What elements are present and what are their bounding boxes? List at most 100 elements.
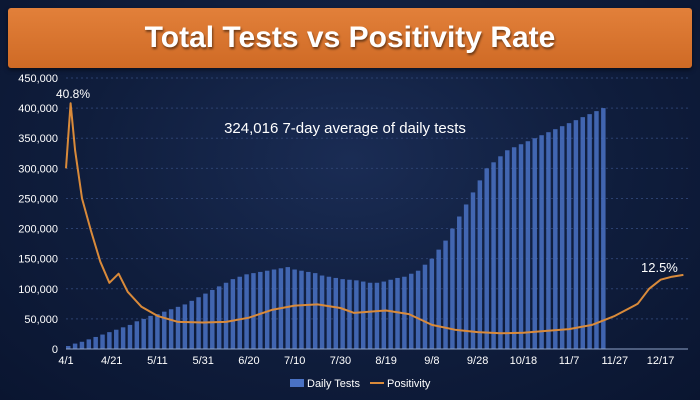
y-tick-label: 150,000: [18, 254, 58, 266]
bar-daily-tests: [237, 276, 242, 349]
end-value-label: 12.5%: [641, 260, 678, 275]
legend: Daily Tests Positivity: [290, 378, 431, 390]
bar-daily-tests: [340, 279, 345, 349]
bar-daily-tests: [155, 314, 160, 349]
bar-daily-tests: [546, 132, 551, 349]
bar-daily-tests: [223, 282, 229, 349]
bar-daily-tests: [347, 279, 352, 349]
bar-daily-tests: [477, 180, 483, 349]
x-tick-label: 7/10: [284, 355, 305, 367]
bar-daily-tests: [127, 324, 133, 349]
y-tick-label: 450,000: [18, 73, 58, 85]
legend-label-daily-tests: Daily Tests: [307, 378, 360, 390]
y-tick-label: 200,000: [18, 224, 58, 236]
bar-daily-tests: [525, 141, 531, 349]
bar-daily-tests: [230, 279, 236, 349]
x-tick-label: 8/19: [375, 355, 396, 367]
bar-daily-tests: [484, 168, 489, 349]
x-tick-label: 12/17: [647, 355, 675, 367]
bar-daily-tests: [203, 293, 208, 349]
bar-daily-tests: [360, 281, 366, 349]
y-tick-label: 100,000: [18, 284, 58, 296]
bar-daily-tests: [210, 289, 215, 349]
bar-daily-tests: [189, 300, 194, 349]
bar-daily-tests: [532, 138, 537, 349]
bar-daily-tests: [450, 228, 455, 349]
x-tick-label: 10/18: [510, 355, 538, 367]
positivity-line: [65, 102, 684, 335]
bar-daily-tests: [114, 329, 119, 349]
bar-daily-tests: [162, 311, 167, 349]
bar-daily-tests: [72, 343, 78, 349]
x-tick-label: 5/31: [192, 355, 213, 367]
x-tick-label: 9/8: [424, 355, 439, 367]
bar-daily-tests: [415, 270, 421, 349]
y-tick-label: 250,000: [18, 193, 58, 205]
bar-daily-tests: [374, 282, 380, 349]
bar-daily-tests: [436, 249, 441, 349]
bar-daily-tests: [306, 271, 311, 349]
bar-daily-tests: [470, 192, 476, 349]
bar-daily-tests: [518, 144, 524, 349]
bar-daily-tests: [244, 274, 249, 349]
bar-daily-tests: [134, 321, 140, 349]
bar-daily-tests: [381, 281, 387, 349]
legend-label-positivity: Positivity: [387, 378, 431, 390]
y-tick-label: 300,000: [18, 163, 58, 175]
bar-daily-tests: [285, 267, 290, 349]
bar-daily-tests: [79, 341, 85, 349]
bar-daily-tests: [573, 120, 579, 350]
bar-daily-tests: [312, 273, 318, 349]
bar-daily-tests: [66, 345, 71, 349]
bar-daily-tests: [175, 306, 181, 349]
bar-daily-tests: [258, 271, 263, 349]
bar-daily-tests: [463, 204, 469, 349]
x-tick-label: 9/28: [467, 355, 488, 367]
bar-daily-tests: [429, 258, 435, 349]
bar-daily-tests: [319, 275, 325, 349]
bar-daily-tests: [580, 117, 585, 350]
x-tick-label: 5/11: [147, 355, 168, 367]
bar-daily-tests: [491, 162, 496, 349]
bar-daily-tests: [292, 269, 297, 349]
bar-daily-tests: [86, 339, 92, 349]
bar-daily-tests: [539, 135, 544, 349]
bar-daily-tests: [505, 150, 510, 349]
title-banner: Total Tests vs Positivity Rate: [8, 8, 692, 68]
bar-daily-tests: [601, 108, 606, 349]
x-tick-label: 11/7: [559, 355, 580, 367]
bar-daily-tests: [457, 216, 462, 349]
average-annotation: 324,016 7-day average of daily tests: [224, 120, 466, 137]
x-tick-label: 11/27: [601, 355, 628, 367]
bar-daily-tests: [354, 280, 359, 349]
bar-daily-tests: [443, 240, 448, 349]
bar-daily-tests: [120, 327, 126, 349]
bar-daily-tests: [299, 270, 304, 349]
bar-daily-tests: [251, 273, 256, 349]
bar-daily-tests: [388, 279, 393, 349]
start-value-label: 40.8%: [56, 87, 90, 101]
bar-daily-tests: [333, 277, 339, 349]
bar-daily-tests: [93, 336, 98, 349]
bar-daily-tests: [168, 309, 174, 349]
bar-daily-tests: [107, 332, 112, 349]
bar-daily-tests: [594, 111, 599, 349]
bar-daily-tests: [587, 114, 592, 349]
bar-daily-tests: [409, 273, 414, 349]
x-tick-label: 4/1: [58, 355, 73, 367]
bar-daily-tests: [326, 276, 332, 349]
bar-daily-tests: [566, 123, 572, 350]
y-tick-label: 400,000: [18, 103, 58, 115]
bar-daily-tests: [511, 147, 517, 349]
bar-daily-tests: [422, 264, 428, 349]
bar-daily-tests: [367, 282, 373, 349]
bar-daily-tests: [216, 286, 222, 349]
bar-daily-tests: [264, 270, 270, 349]
y-tick-label: 0: [52, 344, 58, 356]
x-tick-label: 6/20: [238, 355, 259, 367]
y-tick-label: 50,000: [24, 314, 58, 326]
bar-daily-tests: [100, 334, 105, 349]
chart-title: Total Tests vs Positivity Rate: [144, 21, 556, 54]
bar-daily-tests: [498, 156, 503, 349]
